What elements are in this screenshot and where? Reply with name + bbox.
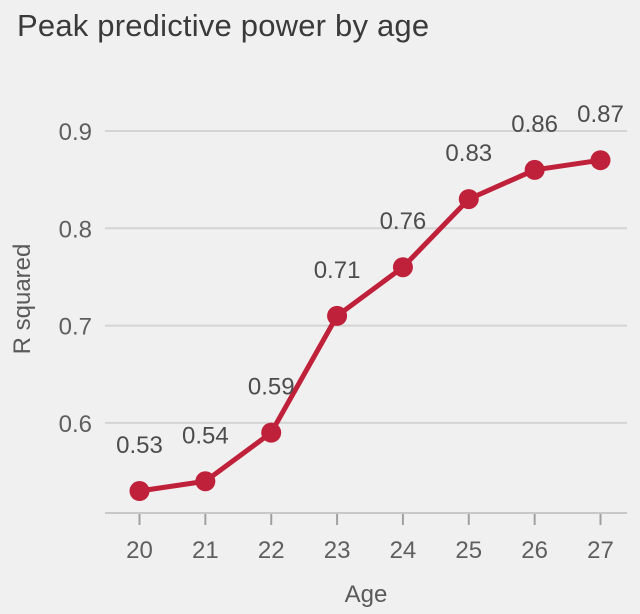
y-tick-label-0.8: 0.8 <box>59 216 92 243</box>
y-tick-label-0.7: 0.7 <box>59 314 92 341</box>
chart-title: Peak predictive power by age <box>17 8 430 43</box>
y-axis-tick-labels: 0.6 0.7 0.8 0.9 <box>59 119 92 438</box>
gridlines-group <box>105 130 627 424</box>
point-value-label-22: 0.59 <box>248 374 295 401</box>
data-point-age-25 <box>458 189 479 210</box>
point-value-label-21: 0.54 <box>182 422 229 449</box>
data-point-age-26 <box>524 159 545 180</box>
y-tick-label-0.6: 0.6 <box>59 411 92 438</box>
x-tick-label-20: 20 <box>126 537 153 564</box>
data-point-labels: 0.53 0.54 0.59 0.71 0.76 0.83 0.86 0.87 <box>116 101 624 459</box>
data-point-age-20 <box>129 481 150 502</box>
x-axis-title: Age <box>345 581 388 608</box>
data-point-age-24 <box>392 257 413 278</box>
x-axis-tick-labels: 20 21 22 23 24 25 26 27 <box>126 537 614 564</box>
x-tick-label-26: 26 <box>521 537 548 564</box>
series-line <box>137 157 603 494</box>
data-point-age-27 <box>590 150 611 171</box>
point-value-label-20: 0.53 <box>116 432 163 459</box>
data-point-age-21 <box>195 471 216 492</box>
data-point-age-23 <box>327 305 348 326</box>
x-tick-label-21: 21 <box>192 537 219 564</box>
x-tick-label-27: 27 <box>587 537 614 564</box>
x-tick-label-24: 24 <box>390 537 417 564</box>
x-tick-label-22: 22 <box>258 537 285 564</box>
point-value-label-23: 0.71 <box>314 257 361 284</box>
y-tick-label-0.9: 0.9 <box>59 119 92 146</box>
point-value-label-24: 0.76 <box>380 208 427 235</box>
data-point-age-22 <box>261 422 282 443</box>
data-series <box>129 150 611 502</box>
point-value-label-25: 0.83 <box>445 140 492 167</box>
y-axis-title: R squared <box>9 244 36 355</box>
x-axis-tick-marks <box>138 514 602 525</box>
point-value-label-26: 0.86 <box>511 111 558 138</box>
x-tick-label-23: 23 <box>324 537 351 564</box>
x-tick-label-25: 25 <box>455 537 482 564</box>
point-value-label-27: 0.87 <box>577 101 624 128</box>
